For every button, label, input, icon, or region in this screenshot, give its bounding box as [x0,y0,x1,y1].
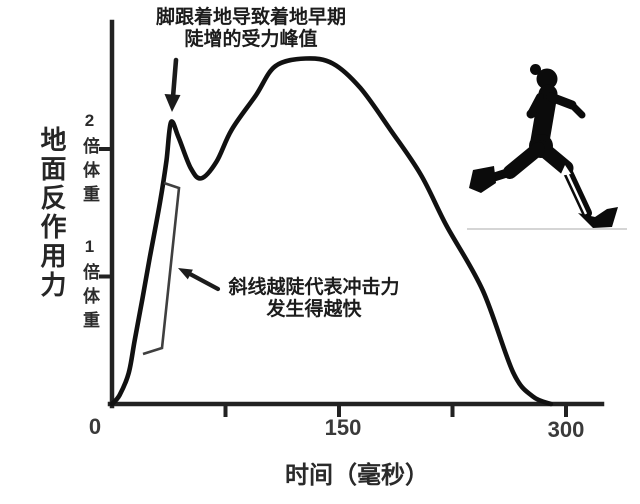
slope-arrow-shaft [187,271,221,292]
impact-peak-annotation-line1: 脚跟着地导致着地早期 [155,7,347,28]
tibia-highlight-line [565,172,588,215]
runner-front-thigh [534,140,574,176]
slope-arrow-head [178,268,193,280]
impact-peak-annotation: 脚跟着地导致着地早期 陡增的受力峰值 [156,7,346,50]
tibia-highlight-arrow [560,165,571,176]
x-tick-label-150: 150 [324,415,362,440]
slope-bracket [142,181,181,356]
runner-hair-bun [530,64,541,75]
runner-head [536,68,558,90]
runner-back-thigh [503,142,545,179]
runner-front-shoe [578,207,618,228]
impact-peak-arrow-head [164,94,181,112]
runner-rear-forearm [568,101,586,119]
runner-back-shoe [469,166,496,193]
tick-marks [99,147,568,417]
slope-annotation: 斜线越陡代表冲击力 发生得越快 [228,277,399,320]
x-tick-label-0: 0 [88,414,102,439]
y-tick-label-2bw: 2倍体重 [80,111,99,209]
y-axis-title: 地面反作用力 [37,126,67,300]
runner-rear-upper-arm [546,92,577,110]
slope-arrow-icon [178,268,221,292]
x-tick-label-300: 300 [547,417,585,442]
x-axis-title: 时间（毫秒） [285,462,429,489]
runner-front-shin [561,163,592,218]
y-tick-label-1bw: 1倍体重 [80,237,99,335]
runner-front-forearm [527,93,544,118]
impact-peak-arrow-shaft [170,57,179,100]
axes [107,19,605,409]
slope-annotation-line2: 发生得越快 [266,298,362,320]
runner-icon [467,64,627,230]
grf-curve-line [109,56,554,407]
slope-annotation-line1: 斜线越陡代表冲击力 [228,277,400,298]
impact-peak-annotation-line2: 陡增的受力峰值 [184,28,318,50]
impact-peak-arrow-icon [164,57,181,112]
